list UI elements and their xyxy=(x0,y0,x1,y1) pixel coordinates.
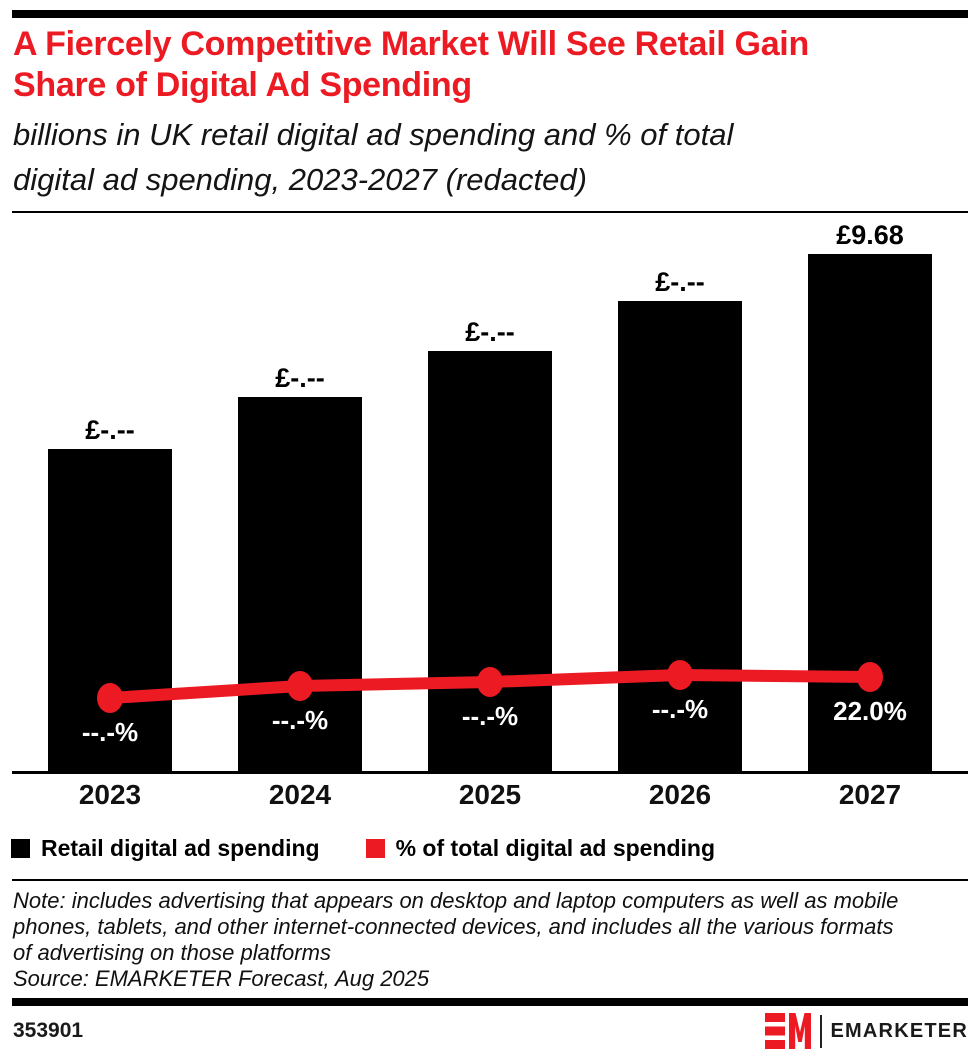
emarketer-logo-mark-icon xyxy=(764,1013,811,1049)
note-block: Note: includes advertising that appears … xyxy=(13,888,969,992)
x-axis-label-2023: 2023 xyxy=(78,779,142,810)
legend-label-line: % of total digital ad spending xyxy=(395,835,716,861)
bar-value-label-2027: £9.68 xyxy=(836,220,904,250)
chart-subtitle: billions in UK retail digital ad spendin… xyxy=(13,112,969,202)
subtitle-line-1: billions in UK retail digital ad spendin… xyxy=(13,117,734,152)
line-series-swatch xyxy=(365,839,385,858)
x-axis-label-2026: 2026 xyxy=(648,779,712,810)
footer-rule xyxy=(12,998,968,1006)
chart-id: 353901 xyxy=(13,1019,84,1042)
legend-label-bar: Retail digital ad spending xyxy=(41,835,320,861)
note-line-1: Note: includes advertising that appears … xyxy=(13,888,899,913)
line-point-2023 xyxy=(97,683,123,713)
line-point-2027 xyxy=(857,662,883,692)
top-rule xyxy=(12,10,968,18)
chart-legend: Retail digital ad spending % of total di… xyxy=(11,835,715,862)
subtitle-line-2: digital ad spending, 2023-2027 (redacted… xyxy=(13,162,587,197)
bar-series-swatch xyxy=(11,839,30,858)
x-axis-label-2025: 2025 xyxy=(458,779,522,810)
pct-label-2027: 22.0% xyxy=(833,696,907,726)
line-point-2026 xyxy=(667,660,693,690)
bar-2024 xyxy=(238,397,362,771)
pct-label-2026: --.-% xyxy=(651,694,709,724)
pct-label-2024: --.-% xyxy=(271,705,329,735)
pct-label-2025: --.-% xyxy=(461,701,519,731)
pct-label-2023: --.-% xyxy=(81,717,139,747)
bar-value-label-2025: £-.-- xyxy=(465,317,515,347)
legend-item-line: % of total digital ad spending xyxy=(365,835,716,862)
emarketer-logo-text: EMARKETER xyxy=(830,1019,968,1042)
note-line-2: phones, tablets, and other internet-conn… xyxy=(13,914,894,939)
pct-line-layer xyxy=(97,660,883,713)
logo-divider xyxy=(819,1014,822,1048)
title-line-1: A Fiercely Competitive Market Will See R… xyxy=(13,25,809,63)
source-line: Source: EMARKETER Forecast, Aug 2025 xyxy=(13,966,430,991)
page-title: A Fiercely Competitive Market Will See R… xyxy=(13,24,969,106)
x-axis-label-2024: 2024 xyxy=(268,779,332,810)
title-line-2: Share of Digital Ad Spending xyxy=(13,66,472,104)
bar-2026 xyxy=(618,301,742,771)
plot-area: £-.-- --.-% £-.-- --.-% £-.-- --.-% £-.-- --.-%… xyxy=(12,213,968,774)
bar-2023 xyxy=(48,449,172,771)
line-point-2024 xyxy=(287,671,313,701)
bar-2025 xyxy=(428,351,552,771)
footer: 353901 EMARKETER xyxy=(13,1011,968,1051)
x-axis-label-2027: 2027 xyxy=(838,779,902,810)
bar-value-label-2023: £-.-- xyxy=(85,415,135,445)
emarketer-logo: EMARKETER xyxy=(764,1013,968,1049)
x-axis-labels: 2023 2024 2025 2026 2027 xyxy=(12,779,968,815)
note-divider xyxy=(12,879,968,881)
bar-value-label-2026: £-.-- xyxy=(655,267,705,297)
note-line-3: of advertising on those platforms xyxy=(13,940,331,965)
bar-value-label-2024: £-.-- xyxy=(275,363,325,393)
line-point-2025 xyxy=(477,667,503,697)
header-divider xyxy=(12,211,968,213)
legend-item-bar: Retail digital ad spending xyxy=(11,835,320,862)
